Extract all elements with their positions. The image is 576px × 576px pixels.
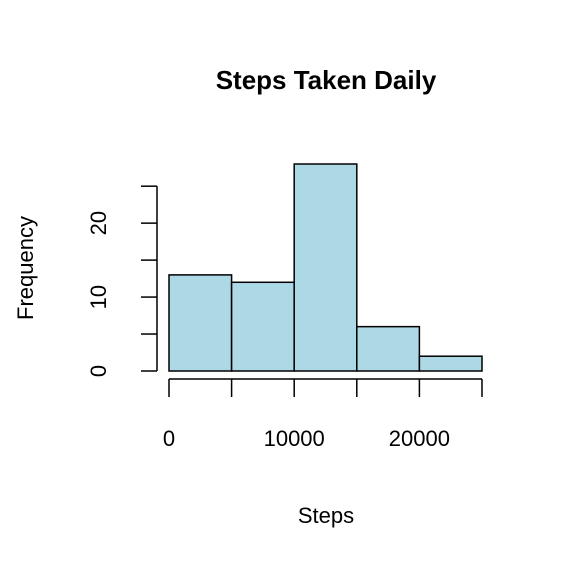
- chart-title: Steps Taken Daily: [216, 65, 437, 95]
- y-tick-label: 0: [86, 365, 111, 377]
- x-tick-label: 10000: [264, 426, 325, 451]
- y-tick-label: 10: [86, 285, 111, 309]
- y-axis-label: Frequency: [13, 216, 38, 320]
- bar: [293, 163, 358, 372]
- bar: [230, 281, 295, 372]
- bar: [168, 274, 233, 372]
- x-tick-label: 20000: [389, 426, 450, 451]
- x-tick-label: 0: [163, 426, 175, 451]
- x-axis-label: Steps: [298, 503, 354, 528]
- y-tick-label: 20: [86, 211, 111, 235]
- bar: [356, 325, 421, 372]
- bar: [418, 355, 483, 372]
